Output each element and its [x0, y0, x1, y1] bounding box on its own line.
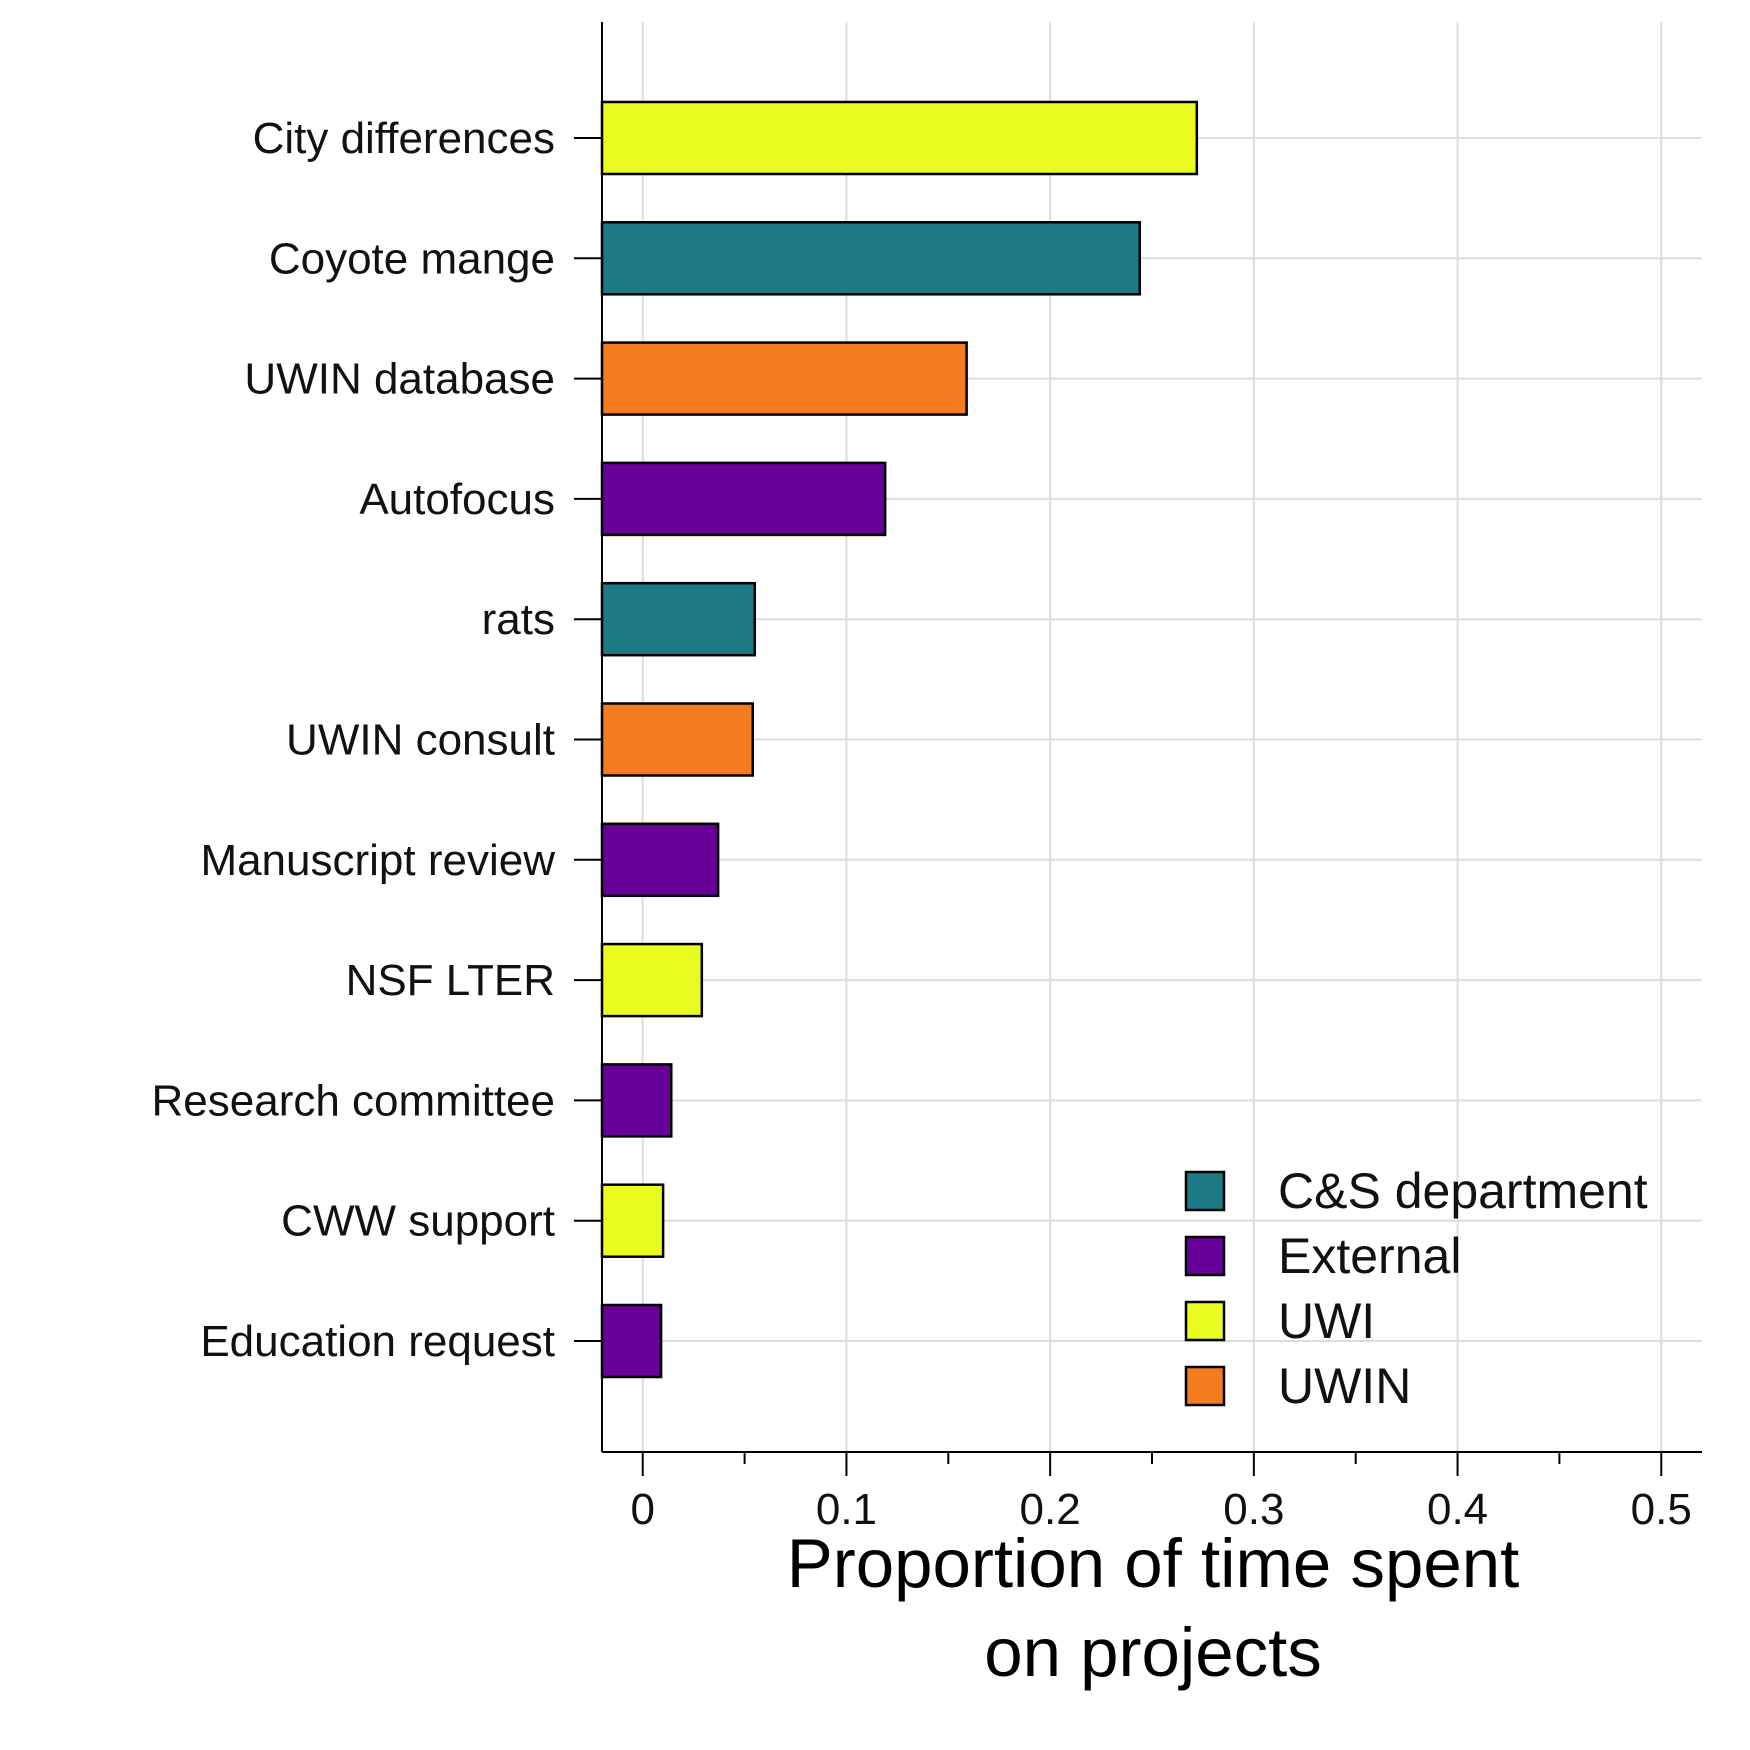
- bars-layer: [600, 100, 1199, 1379]
- category-label-0: City differences: [253, 114, 555, 163]
- category-label-2: UWIN database: [244, 355, 555, 404]
- legend-swatch-3: [1184, 1365, 1226, 1407]
- x-tick-label-0: 0: [630, 1485, 654, 1534]
- category-label-5: UWIN consult: [286, 716, 555, 765]
- category-label-10: Education request: [200, 1317, 555, 1366]
- x-axis-title-line-2: on projects: [984, 1614, 1322, 1691]
- x-tick-label-5: 0.5: [1631, 1485, 1692, 1534]
- legend-swatch-0: [1184, 1170, 1226, 1212]
- bar-10: [600, 1303, 663, 1379]
- bar-0: [600, 100, 1199, 176]
- x-axis-title-line-1: Proportion of time spent: [787, 1525, 1520, 1602]
- legend-swatch-2: [1184, 1300, 1226, 1342]
- bar-2: [600, 341, 968, 416]
- bar-1: [600, 221, 1142, 296]
- grid-layer: [602, 22, 1702, 1452]
- category-label-7: NSF LTER: [346, 956, 555, 1005]
- legend-swatch-1: [1184, 1235, 1226, 1277]
- x-tick-label-4: 0.4: [1427, 1485, 1488, 1534]
- bar-6: [600, 822, 720, 898]
- legend-label-0: C&S department: [1278, 1163, 1648, 1219]
- bar-4: [600, 581, 757, 657]
- legend-label-1: External: [1278, 1228, 1461, 1284]
- bar-7: [600, 942, 704, 1018]
- axes-layer: [574, 22, 1702, 1476]
- x-tick-label-2: 0.2: [1020, 1485, 1081, 1534]
- category-label-1: Coyote mange: [269, 234, 555, 283]
- category-label-4: rats: [482, 595, 555, 644]
- labels-layer: 0 0.1 0.2 0.3 0.4 0.5 City differences Coyote m…: [152, 114, 1692, 1534]
- legend-label-3: UWIN: [1278, 1358, 1411, 1414]
- bar-3: [600, 461, 887, 537]
- category-label-3: Autofocus: [359, 475, 555, 524]
- bar-9: [600, 1183, 665, 1258]
- x-tick-label-1: 0.1: [816, 1485, 877, 1534]
- bar-8: [600, 1063, 673, 1138]
- x-tick-label-3: 0.3: [1223, 1485, 1284, 1534]
- category-label-8: Research committee: [152, 1076, 555, 1125]
- category-label-9: CWW support: [281, 1197, 555, 1246]
- bar-5: [600, 702, 754, 777]
- legend-label-2: UWI: [1278, 1293, 1375, 1349]
- category-label-6: Manuscript review: [200, 836, 555, 885]
- legend: C&S department External UWI UWIN: [1184, 1163, 1648, 1414]
